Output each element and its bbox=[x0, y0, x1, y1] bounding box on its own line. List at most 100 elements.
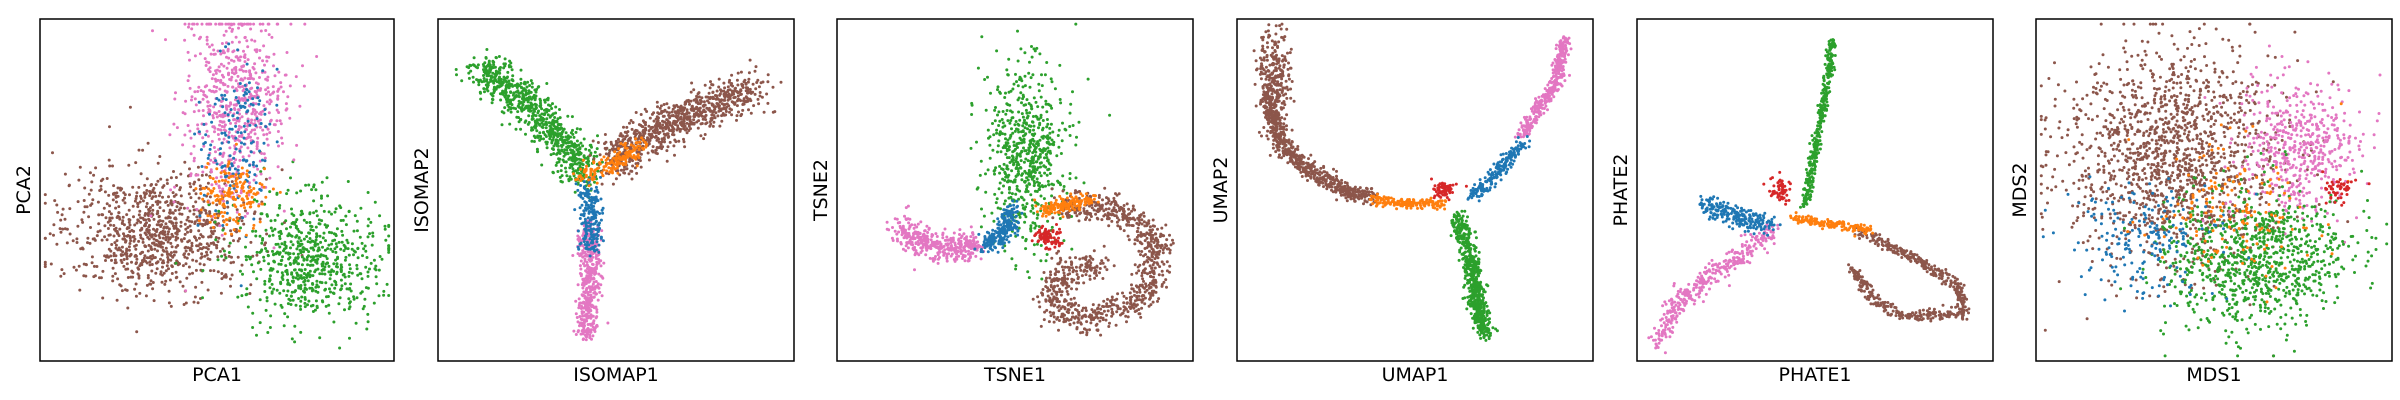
pca1-point-series-4 bbox=[222, 220, 226, 224]
pca1-point-series-1 bbox=[286, 272, 289, 276]
pca1-point-series-2 bbox=[282, 90, 285, 94]
pca1-point-series-1 bbox=[323, 223, 327, 227]
pca1-point-series-2 bbox=[277, 144, 280, 148]
pca1-point-series-1 bbox=[251, 229, 255, 233]
isomap1-point-series-1 bbox=[662, 103, 666, 106]
pca1-point-series-1 bbox=[255, 250, 259, 254]
pca1-point-series-1 bbox=[342, 243, 346, 247]
pca1-point-series-3 bbox=[245, 62, 249, 66]
pca1-point-series-2 bbox=[247, 193, 251, 197]
pca1-point-series-0 bbox=[135, 191, 139, 195]
pca1-point-series-3 bbox=[256, 86, 259, 90]
isomap1-point-series-4 bbox=[637, 148, 641, 151]
isomap1-point-series-4 bbox=[598, 162, 602, 166]
pca1-point-series-2 bbox=[246, 77, 250, 81]
pca1-point-series-1 bbox=[348, 336, 351, 340]
isomap1-point-series-0 bbox=[492, 63, 496, 67]
pca1-point-series-0 bbox=[94, 166, 98, 170]
pca1-point-series-0 bbox=[154, 200, 158, 204]
pca1-point-series-0 bbox=[151, 241, 154, 245]
pca1-point-series-1 bbox=[387, 244, 391, 248]
pca1-point-series-0 bbox=[182, 206, 186, 210]
pca1-point-series-1 bbox=[300, 263, 304, 267]
pca1-point-series-4 bbox=[226, 180, 230, 184]
pca1-point-series-3 bbox=[224, 175, 227, 179]
pca1-point-series-0 bbox=[188, 272, 192, 276]
pca1-point-series-0 bbox=[43, 193, 47, 197]
pca1-point-series-0 bbox=[145, 202, 149, 205]
pca1-point-series-4 bbox=[201, 197, 205, 201]
pca1-point-series-2 bbox=[218, 87, 222, 91]
isomap1-point-series-0 bbox=[573, 153, 577, 157]
isomap1-point-series-3 bbox=[583, 217, 587, 221]
isomap1-point-series-0 bbox=[530, 81, 534, 85]
pca1-point-series-1 bbox=[334, 280, 338, 284]
pca1-point-series-0 bbox=[232, 260, 235, 264]
pca1-point-series-0 bbox=[179, 206, 183, 210]
isomap1-point-series-0 bbox=[549, 153, 553, 157]
isomap1-point-series-2 bbox=[594, 280, 598, 283]
pca1-point-series-0 bbox=[194, 192, 198, 196]
pca1-point-series-4 bbox=[221, 178, 224, 182]
pca1-point-series-2 bbox=[273, 74, 277, 78]
isomap1-point-series-0 bbox=[478, 90, 482, 94]
pca1-point-series-0 bbox=[173, 216, 177, 220]
isomap1-point-series-0 bbox=[596, 134, 599, 138]
pca1-point-series-4 bbox=[213, 180, 217, 184]
isomap1-point-series-4 bbox=[614, 163, 618, 167]
pca1-point-series-4 bbox=[199, 192, 203, 195]
isomap1-point-series-0 bbox=[560, 145, 564, 148]
isomap1-point-series-4 bbox=[613, 150, 617, 154]
pca1-point-series-3 bbox=[208, 112, 211, 116]
isomap1-point-series-0 bbox=[555, 119, 559, 123]
isomap1-point-series-2 bbox=[591, 262, 594, 266]
isomap1-point-series-0 bbox=[482, 70, 486, 74]
pca1-point-series-4 bbox=[243, 206, 247, 210]
isomap1-point-series-1 bbox=[756, 97, 760, 101]
isomap1-point-series-1 bbox=[603, 142, 606, 146]
pca1-point-series-1 bbox=[320, 272, 324, 276]
pca1-point-series-1 bbox=[262, 259, 266, 263]
pca1-point-series-0 bbox=[153, 256, 157, 259]
pca1-point-series-2 bbox=[196, 173, 200, 177]
isomap1-point-series-2 bbox=[595, 310, 599, 314]
pca1-point-series-0 bbox=[103, 190, 107, 194]
pca1-point-series-0 bbox=[204, 211, 208, 215]
isomap1-point-series-1 bbox=[635, 171, 639, 175]
pca1-point-series-3 bbox=[223, 164, 227, 168]
isomap1-point-series-0 bbox=[559, 123, 563, 126]
isomap1-point-series-1 bbox=[603, 133, 607, 136]
pca1-point-series-1 bbox=[214, 238, 218, 242]
pca1-point-series-0 bbox=[112, 224, 116, 227]
pca1-point-series-3 bbox=[239, 131, 243, 135]
pca1-point-series-3 bbox=[264, 125, 268, 129]
pca1-point-series-0 bbox=[124, 267, 128, 271]
pca1-point-series-2 bbox=[218, 189, 222, 193]
pca1-point-series-1 bbox=[253, 198, 256, 202]
pca1-point-series-2 bbox=[201, 97, 205, 101]
pca1-point-series-3 bbox=[275, 67, 279, 71]
pca1-point-series-0 bbox=[139, 236, 143, 240]
pca1-point-series-0 bbox=[159, 225, 163, 228]
pca1-point-series-2 bbox=[234, 69, 238, 72]
pca1-point-series-0 bbox=[146, 276, 150, 280]
pca1-point-series-0 bbox=[59, 218, 63, 222]
pca1-point-series-2 bbox=[211, 116, 215, 120]
pca1-point-series-2 bbox=[232, 72, 236, 76]
pca1-point-series-0 bbox=[172, 224, 175, 228]
pca1-point-series-2 bbox=[189, 136, 193, 140]
pca1-point-series-1 bbox=[255, 333, 258, 337]
pca1-point-series-4 bbox=[216, 194, 220, 198]
pca1-point-series-2 bbox=[202, 90, 205, 94]
pca1-point-series-2 bbox=[200, 22, 204, 26]
pca1-point-series-2 bbox=[197, 109, 201, 113]
pca1-point-series-3 bbox=[245, 110, 249, 114]
pca1-point-series-0 bbox=[191, 258, 195, 262]
isomap1-point-series-4 bbox=[584, 169, 588, 172]
pca1-point-series-3 bbox=[234, 147, 238, 151]
pca1-point-series-2 bbox=[249, 87, 253, 91]
isomap1-point-series-0 bbox=[551, 112, 555, 116]
pca1-point-series-4 bbox=[207, 187, 210, 191]
pca1-point-series-0 bbox=[222, 258, 226, 262]
pca1-point-series-0 bbox=[161, 229, 165, 233]
